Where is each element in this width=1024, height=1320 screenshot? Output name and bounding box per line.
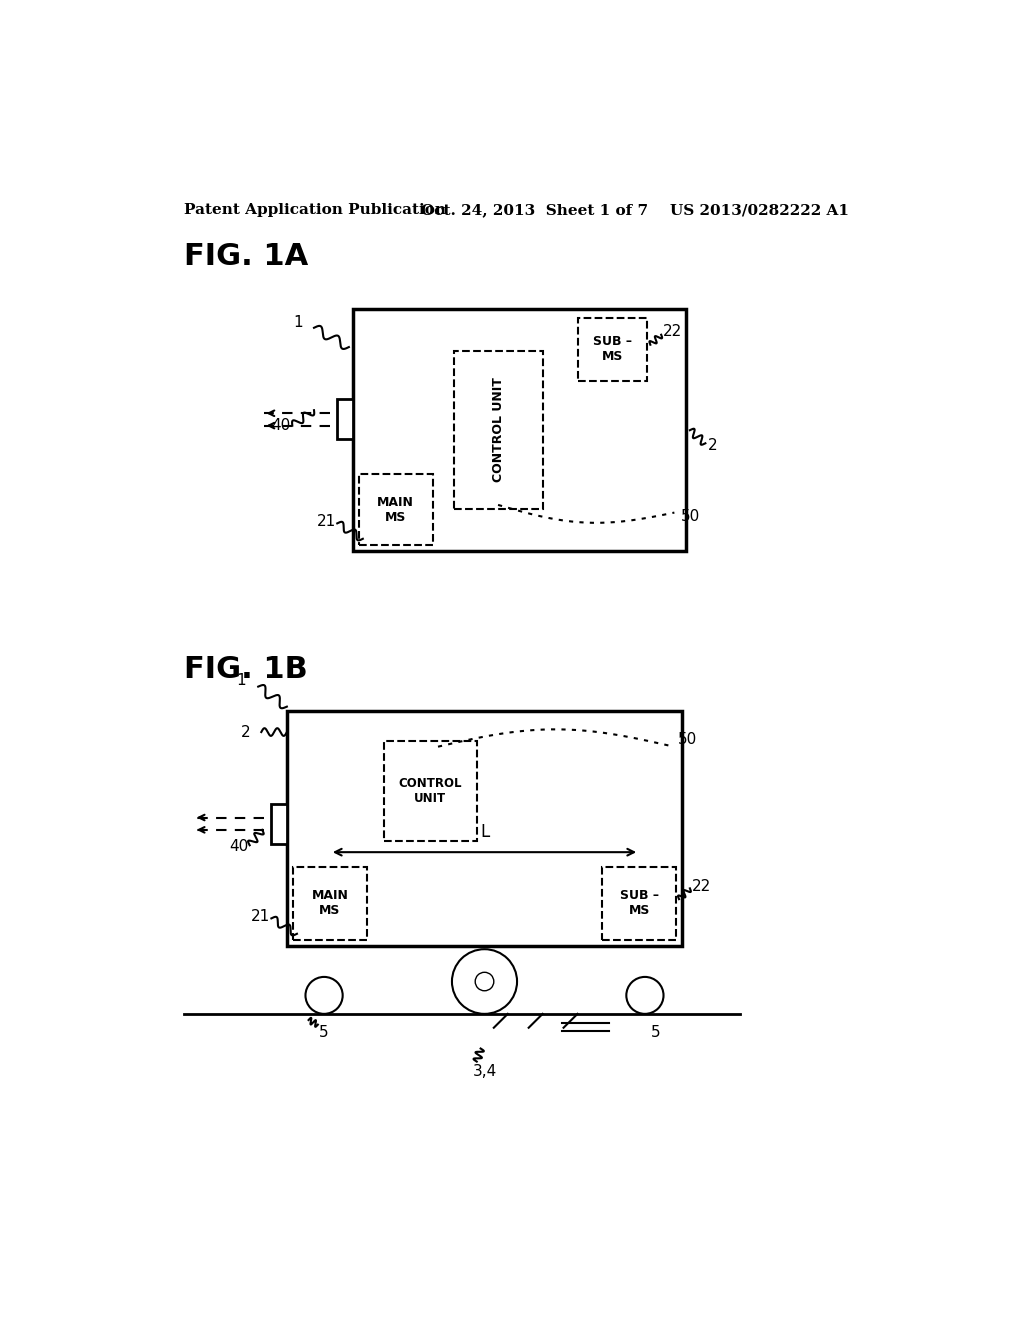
Bar xyxy=(271,804,287,843)
Bar xyxy=(287,711,682,946)
Text: SUB –
MS: SUB – MS xyxy=(620,890,658,917)
Bar xyxy=(384,741,477,841)
Bar xyxy=(578,318,647,381)
Bar xyxy=(337,400,352,440)
Text: CONTROL UNIT: CONTROL UNIT xyxy=(492,378,505,482)
Text: 3,4: 3,4 xyxy=(472,1064,497,1078)
Text: 50: 50 xyxy=(678,733,697,747)
Bar xyxy=(454,351,543,508)
Bar xyxy=(293,867,367,940)
Text: FIG. 1B: FIG. 1B xyxy=(183,655,307,684)
Text: Patent Application Publication: Patent Application Publication xyxy=(183,203,445,216)
Bar xyxy=(602,867,676,940)
Text: 22: 22 xyxy=(691,879,711,894)
Text: 5: 5 xyxy=(651,1024,660,1040)
Text: 2: 2 xyxy=(241,725,251,739)
Text: 1: 1 xyxy=(237,673,246,688)
Text: MAIN
MS: MAIN MS xyxy=(377,495,414,524)
Text: MAIN
MS: MAIN MS xyxy=(311,890,348,917)
Text: 50: 50 xyxy=(681,510,699,524)
Text: 1: 1 xyxy=(294,315,303,330)
Text: SUB –
MS: SUB – MS xyxy=(593,335,632,363)
Text: 22: 22 xyxy=(663,325,682,339)
Text: 40: 40 xyxy=(271,418,291,433)
Text: 40: 40 xyxy=(229,840,248,854)
Text: L: L xyxy=(480,824,489,841)
Text: Oct. 24, 2013  Sheet 1 of 7: Oct. 24, 2013 Sheet 1 of 7 xyxy=(421,203,648,216)
Text: 2: 2 xyxy=(708,438,718,453)
Text: FIG. 1A: FIG. 1A xyxy=(183,242,308,271)
Bar xyxy=(352,309,686,552)
Text: 21: 21 xyxy=(316,515,336,529)
Text: CONTROL
UNIT: CONTROL UNIT xyxy=(398,776,462,805)
Text: 5: 5 xyxy=(319,1024,329,1040)
Text: US 2013/0282222 A1: US 2013/0282222 A1 xyxy=(671,203,850,216)
Text: 21: 21 xyxy=(251,909,270,924)
Bar xyxy=(359,474,432,545)
